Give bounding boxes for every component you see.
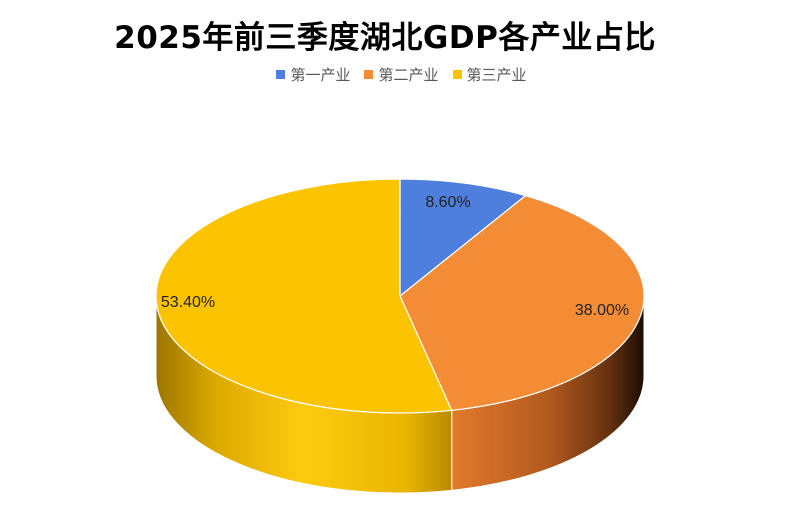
data-label-primary: 8.60%	[425, 194, 470, 211]
chart-title: 2025年前三季度湖北GDP各产业占比	[114, 20, 656, 56]
legend-swatch-primary	[276, 70, 286, 79]
pie-slice-tertiary	[155, 178, 453, 414]
legend-item-tertiary: 第三产业	[452, 64, 527, 85]
pie-top-slices	[155, 178, 645, 414]
data-label-tertiary: 53.40%	[161, 294, 215, 311]
legend-label-tertiary: 第三产业	[466, 66, 527, 84]
pie-data-labels: 8.60% 38.00% 53.40%	[161, 194, 629, 319]
pie-slice-primary	[399, 178, 527, 298]
legend-label-primary: 第一产业	[290, 66, 351, 84]
legend-swatch-secondary	[364, 70, 374, 79]
legend-label-secondary: 第二产业	[378, 66, 439, 84]
chart-legend: 第一产业 第二产业 第三产业	[0, 64, 803, 85]
legend-item-secondary: 第二产业	[364, 64, 439, 85]
data-label-secondary: 38.00%	[575, 302, 629, 319]
legend-swatch-tertiary	[452, 70, 462, 79]
pie-slice-secondary	[399, 195, 645, 411]
legend-item-primary: 第一产业	[276, 64, 350, 85]
